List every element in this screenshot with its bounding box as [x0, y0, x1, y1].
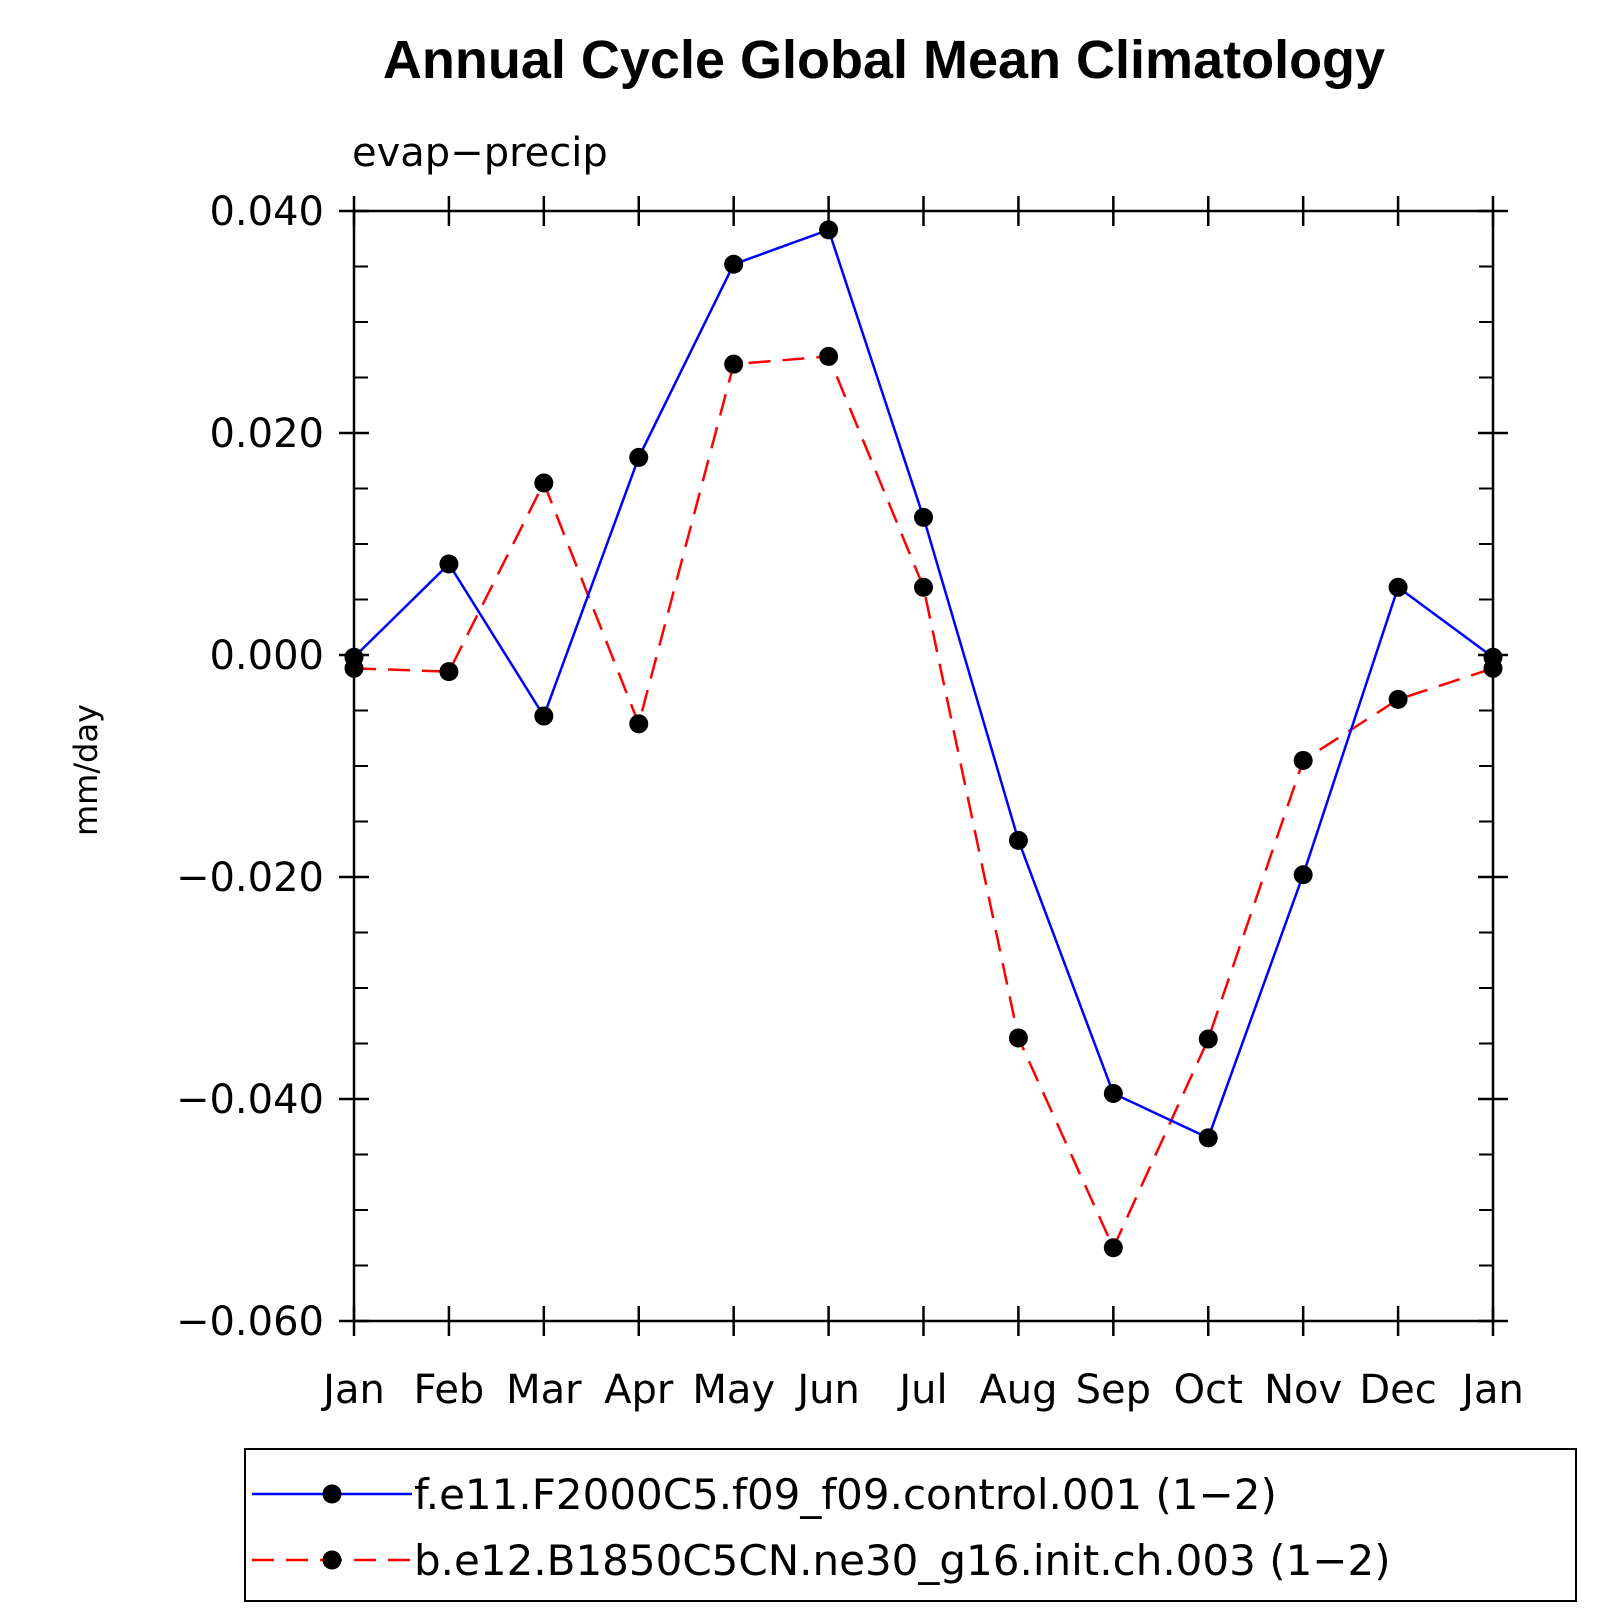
data-point-series-1 [724, 254, 744, 274]
data-point-series-2 [1008, 1028, 1028, 1048]
chart-title: Annual Cycle Global Mean Climatology [383, 30, 1385, 90]
y-tick-label: 0.000 [209, 633, 324, 679]
data-point-series-2 [914, 577, 933, 597]
data-point-series-2 [534, 473, 554, 493]
x-tick-label: May [692, 1367, 775, 1413]
data-point-series-1 [534, 706, 554, 726]
y-axis: 0.040 0.020 0.000 −0.020 −0.040 −0.060 [176, 189, 1508, 1345]
y-tick-label: −0.020 [176, 855, 324, 901]
x-tick-label: Jan [1459, 1367, 1524, 1413]
data-point-series-1 [629, 447, 649, 467]
data-point-series-2 [724, 354, 744, 374]
data-point-series-2 [819, 346, 839, 366]
data-point-series-1 [1103, 1083, 1123, 1103]
x-tick-label: Jul [896, 1367, 947, 1413]
data-point-series-2 [629, 714, 649, 734]
x-tick-label: Feb [414, 1367, 485, 1413]
data-point-series-2 [1198, 1029, 1218, 1049]
plot-frame [352, 209, 1495, 1323]
y-tick-label: 0.020 [209, 411, 324, 457]
data-point-series-2 [1293, 750, 1313, 770]
data-point-series-1 [1198, 1128, 1218, 1148]
legend-label-series-1: f.e11.F2000C5.f09_f09.control.001 (1−2) [414, 1470, 1277, 1519]
y-axis-label: mm/day [67, 704, 105, 836]
x-tick-label: Nov [1264, 1367, 1342, 1413]
data-point-series-2 [1103, 1238, 1123, 1258]
legend: f.e11.F2000C5.f09_f09.control.001 (1−2) b… [244, 1448, 1577, 1602]
data-point-series-1 [1293, 865, 1313, 885]
series-layer [344, 220, 1503, 1258]
data-point-series-2 [1483, 658, 1503, 678]
x-tick-label: Oct [1174, 1367, 1243, 1413]
chart-subtitle: evap−precip [352, 130, 608, 176]
data-point-series-1 [914, 507, 933, 527]
legend-box [244, 1448, 1577, 1602]
data-point-series-2 [439, 662, 459, 682]
y-tick-label: −0.060 [176, 1299, 324, 1345]
x-axis: Jan Feb Mar Apr May Jun Jul Aug Sep Oct Nov Dec Jan [320, 196, 1524, 1413]
x-tick-label: Mar [506, 1367, 582, 1413]
data-point-series-1 [1388, 577, 1408, 597]
plot-border [352, 209, 1495, 1323]
legend-marker-series-1 [322, 1484, 342, 1504]
data-point-series-1 [819, 220, 839, 240]
series-line-1 [353, 228, 1494, 1140]
x-tick-label: Jun [794, 1367, 860, 1413]
data-point-series-2 [344, 658, 364, 678]
legend-marker-series-2 [322, 1550, 342, 1570]
data-point-series-2 [1388, 689, 1408, 709]
y-tick-label: −0.040 [176, 1077, 324, 1123]
y-tick-label: 0.040 [209, 189, 324, 235]
x-tick-label: Jan [320, 1367, 385, 1413]
data-point-series-1 [1008, 830, 1028, 850]
x-tick-label: Aug [979, 1367, 1057, 1413]
series-line-2 [353, 355, 1494, 1251]
x-tick-label: Apr [604, 1367, 674, 1413]
data-point-series-1 [439, 554, 459, 574]
legend-label-series-2: b.e12.B1850C5CN.ne30_g16.init.ch.003 (1−… [414, 1536, 1391, 1585]
x-tick-label: Dec [1359, 1367, 1436, 1413]
x-tick-label: Sep [1076, 1367, 1151, 1413]
